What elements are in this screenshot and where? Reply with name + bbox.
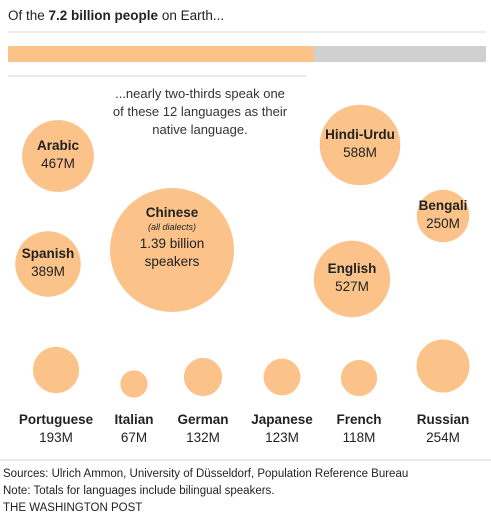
note-line-2: of these 12 languages as their: [113, 104, 288, 119]
two-thirds-bar-fill: [8, 46, 314, 62]
note-line-1: ...nearly two-thirds speak one: [115, 86, 285, 101]
label-japanese: Japanese: [251, 412, 313, 427]
value-hindi-urdu: 588M: [343, 145, 377, 160]
bubble-portuguese: [32, 346, 80, 394]
bubble-french: [340, 359, 378, 397]
label-hindi-urdu: Hindi-Urdu: [325, 127, 395, 142]
value2-chinese: speakers: [145, 254, 200, 269]
intro-text: Of the 7.2 billion people on Earth...: [8, 8, 224, 23]
bubble-bengali: [416, 189, 470, 243]
value-spanish: 389M: [31, 264, 65, 279]
bubble-spanish: [15, 231, 81, 297]
credit-text: THE WASHINGTON POST: [3, 502, 142, 514]
note-chinese: (all dialects): [148, 222, 196, 232]
value-russian: 254M: [426, 430, 460, 445]
label-german: German: [177, 412, 228, 427]
value-italian: 67M: [121, 430, 147, 445]
labels-group: Chinese (all dialects) 1.39 billion speaker…: [19, 127, 469, 445]
sources-text: Sources: Ulrich Ammon, University of Düs…: [3, 468, 408, 480]
note-text: Note: Totals for languages include bilin…: [3, 485, 275, 497]
bubble-hindi-urdu: [319, 104, 401, 186]
label-english: English: [328, 261, 377, 276]
bubble-japanese: [263, 358, 301, 396]
label-spanish: Spanish: [22, 246, 75, 261]
value-portuguese: 193M: [39, 430, 73, 445]
value-english: 527M: [335, 279, 369, 294]
bubbles-group: [15, 104, 470, 398]
note-line-3: native language.: [152, 122, 247, 137]
label-russian: Russian: [417, 412, 470, 427]
value-german: 132M: [186, 430, 220, 445]
bubble-russian: [416, 339, 470, 393]
bubble-italian: [120, 370, 148, 398]
label-chinese: Chinese: [146, 205, 199, 220]
bubble-arabic: [22, 120, 94, 192]
value-chinese: 1.39 billion: [140, 236, 205, 251]
value-japanese: 123M: [265, 430, 299, 445]
value-french: 118M: [343, 430, 376, 445]
bubble-chinese: [110, 188, 234, 312]
bubble-german: [183, 357, 223, 397]
bubble-english: [313, 240, 391, 318]
label-portuguese: Portuguese: [19, 412, 94, 427]
label-french: French: [336, 412, 381, 427]
label-italian: Italian: [114, 412, 153, 427]
label-arabic: Arabic: [37, 138, 80, 153]
label-bengali: Bengali: [419, 198, 468, 213]
value-bengali: 250M: [426, 216, 460, 231]
value-arabic: 467M: [41, 156, 75, 171]
